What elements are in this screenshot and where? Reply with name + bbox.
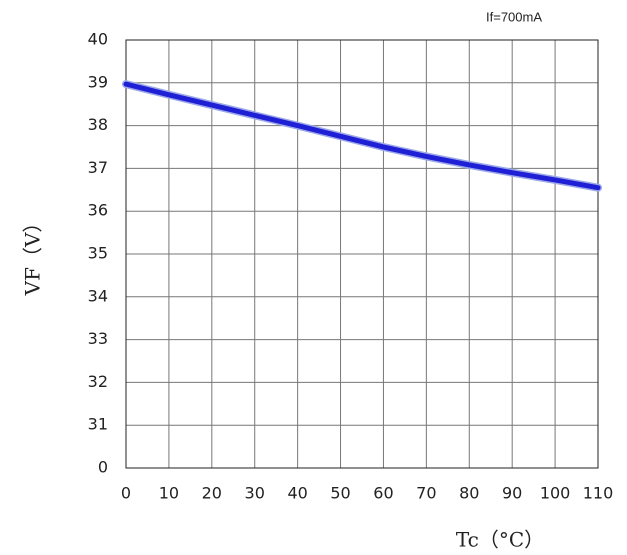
x-axis-label: Tc（°C）: [456, 528, 544, 552]
x-tick-label: 60: [373, 484, 393, 503]
y-tick-label: 39: [88, 72, 108, 91]
x-tick-label: 90: [502, 484, 522, 503]
x-tick-label: 0: [121, 484, 131, 503]
y-tick-label: 37: [88, 158, 108, 177]
annotation: If=700mA: [486, 9, 542, 24]
x-tick-label: 110: [583, 484, 614, 503]
y-tick-label: 0: [98, 458, 108, 477]
x-tick-label: 30: [245, 484, 265, 503]
y-tick-label: 36: [88, 201, 108, 220]
y-tick-label: 38: [88, 115, 108, 134]
x-tick-label: 80: [459, 484, 479, 503]
y-tick-label: 40: [88, 30, 108, 49]
x-tick-label: 10: [159, 484, 179, 503]
y-tick-label: 31: [88, 415, 108, 434]
y-tick-label: 33: [88, 329, 108, 348]
x-tick-label: 40: [287, 484, 307, 503]
y-axis-label: VF（V）: [21, 213, 45, 297]
x-tick-label: 70: [416, 484, 436, 503]
y-tick-label: 35: [88, 244, 108, 263]
y-tick-label: 34: [88, 286, 108, 305]
x-tick-label: 100: [540, 484, 571, 503]
x-tick-label: 20: [202, 484, 222, 503]
plot-frame: [125, 39, 599, 469]
x-tick-label: 50: [330, 484, 350, 503]
data-line: [123, 81, 601, 191]
y-tick-label: 32: [88, 372, 108, 391]
